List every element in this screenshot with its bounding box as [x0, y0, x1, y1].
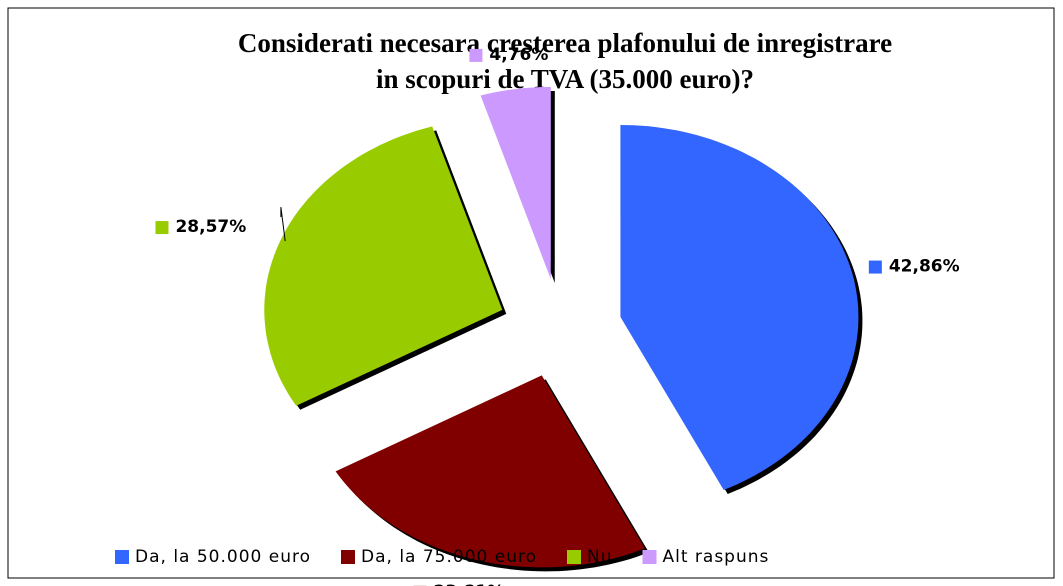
pie-slice: [480, 87, 551, 279]
legend-label: Da, la 50.000 euro: [135, 547, 311, 567]
label-swatch: [868, 260, 882, 274]
pie-slice: [620, 125, 859, 490]
chart-title: Considerati necesara cresterea plafonulu…: [238, 28, 892, 58]
legend-label: Nu: [587, 547, 613, 567]
pie-slice: [335, 375, 645, 568]
legend-swatch: [642, 550, 657, 564]
data-label: 23,81%: [433, 582, 504, 586]
label-swatch: [155, 221, 169, 235]
label-swatch: [469, 48, 483, 62]
legend-label: Da, la 75.000 euro: [361, 547, 537, 567]
data-label: 4,76%: [489, 45, 548, 65]
legend-swatch: [115, 550, 129, 564]
pie-slice: [264, 126, 503, 406]
data-label: 42,86%: [889, 257, 960, 277]
chart-title: in scopuri de TVA (35.000 euro)?: [376, 64, 754, 94]
data-label: 28,57%: [175, 217, 246, 237]
legend-swatch: [567, 550, 581, 564]
legend-swatch: [341, 550, 355, 564]
leader-line: [280, 207, 286, 242]
legend-label: Alt raspuns: [663, 547, 770, 567]
